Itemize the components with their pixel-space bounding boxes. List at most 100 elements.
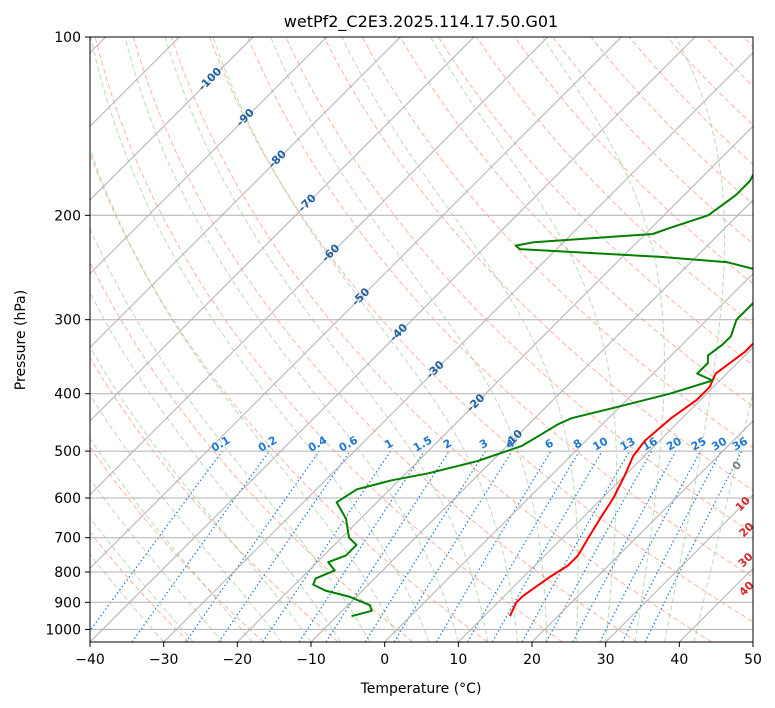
moist-adiabat	[164, 37, 489, 642]
x-tick-label: 50	[744, 652, 762, 668]
dewpoint-line	[312, 172, 753, 618]
moist-adiabat-label: 20	[737, 520, 757, 540]
moist-adiabat	[90, 227, 371, 642]
mixing-ratio-label: 6	[543, 436, 556, 451]
dry-adiabat	[132, 37, 638, 642]
dry-adiabat	[590, 37, 753, 205]
mixing-ratio-line	[393, 450, 513, 642]
mixing-ratio-line	[185, 450, 320, 642]
mixing-ratio-line	[644, 450, 743, 642]
mixing-ratio-line	[325, 450, 450, 642]
x-tick-label: −30	[149, 652, 179, 668]
mixing-ratio-line	[131, 450, 270, 642]
grid-lines	[90, 37, 753, 642]
mixing-ratio-line	[521, 450, 631, 642]
moist-adiabat	[90, 291, 341, 642]
x-tick-label: 10	[449, 652, 467, 668]
dry-adiabat	[209, 37, 753, 623]
mixing-ratio-line	[262, 450, 392, 642]
dry-adiabat	[90, 356, 339, 642]
isotherm-line	[90, 37, 475, 422]
moist-adiabat	[90, 37, 430, 642]
plot-frame	[89, 36, 754, 643]
dry-adiabat	[94, 37, 563, 642]
isotherm-line	[531, 420, 753, 642]
isotherm-line	[752, 641, 753, 642]
isotherm-line	[90, 37, 549, 496]
x-tick-label: −10	[296, 652, 326, 668]
mixing-ratio-line	[90, 450, 223, 632]
mixing-ratio-label: 2	[441, 437, 454, 452]
mixing-ratio-line	[545, 450, 653, 642]
moist-adiabat	[430, 37, 617, 642]
mixing-ratio-line	[572, 450, 677, 642]
isotherm-line	[163, 51, 753, 642]
y-tick-label: 700	[54, 531, 81, 547]
y-tick-label: 300	[54, 313, 81, 329]
moist-adiabat	[212, 37, 518, 642]
moist-adiabat	[90, 437, 253, 642]
y-tick-label: 900	[54, 595, 81, 611]
moist-adiabat	[542, 37, 665, 642]
isotherm-line	[310, 199, 753, 642]
dry-adiabat	[552, 37, 753, 245]
isotherm-line	[457, 346, 753, 642]
y-tick-label: 400	[54, 387, 81, 403]
mixing-ratio-line	[435, 450, 552, 642]
moist-adiabat	[341, 37, 579, 642]
chart-title: wetPf2_C2E3.2025.114.17.50.G01	[284, 12, 558, 32]
moist-adiabat	[90, 478, 223, 642]
dry-adiabat	[399, 37, 753, 407]
y-tick-label: 200	[54, 208, 81, 224]
x-tick-label: 20	[523, 652, 541, 668]
dry-adiabat	[361, 37, 753, 449]
mixing-ratio-line	[599, 450, 702, 642]
isotherm-line	[90, 37, 401, 349]
isotherm-line	[384, 272, 753, 642]
y-tick-label: 100	[54, 30, 81, 46]
dry-adiabat	[285, 37, 753, 535]
temperature-line	[508, 342, 753, 617]
dry-adiabat	[323, 37, 753, 491]
moist-adiabat	[693, 390, 753, 642]
dry-adiabat	[90, 152, 488, 642]
x-tick-label: −40	[75, 652, 105, 668]
y-tick-label: 800	[54, 565, 81, 581]
mixing-ratio-label: 3	[477, 437, 490, 452]
x-tick-label: 30	[597, 652, 615, 668]
dry-adiabat	[247, 37, 753, 578]
dry-adiabat	[666, 37, 753, 126]
mixing-ratio-line	[298, 450, 425, 642]
moist-adiabat	[124, 37, 459, 642]
background-lines	[90, 37, 753, 642]
moist-adiabat	[664, 37, 726, 642]
x-axis: −40 −30 −20 −10 0 10 20 30 40 50	[75, 642, 762, 668]
dry-adiabat	[90, 260, 414, 642]
moist-adiabat	[270, 37, 548, 642]
isotherm-label: -60	[319, 241, 342, 264]
x-tick-label: 40	[670, 652, 688, 668]
mixing-ratio-line	[621, 450, 722, 642]
isotherm-line	[236, 125, 753, 642]
x-axis-label: Temperature (°C)	[360, 681, 482, 697]
dry-adiabat	[90, 531, 190, 642]
isotherm-label: -30	[424, 358, 447, 381]
dry-adiabat	[90, 446, 264, 642]
mixing-ratio-label: 1	[382, 437, 395, 452]
dry-adiabat	[171, 37, 712, 642]
dry-adiabat	[704, 37, 753, 87]
isotherm-line	[605, 493, 753, 642]
isotherm-line	[90, 37, 696, 642]
profile-series	[312, 172, 753, 618]
x-tick-label: 0	[380, 652, 389, 668]
isotherm-line	[90, 37, 254, 201]
moist-adiabat	[90, 345, 312, 642]
dry-adiabat	[476, 37, 753, 325]
mixing-ratio-line	[466, 450, 580, 642]
moist-adiabat	[90, 394, 282, 642]
isotherm-line	[90, 37, 622, 570]
y-tick-label: 1000	[45, 622, 81, 638]
y-axis: 100 200 300 400 500 600 700 800 900 1000	[45, 30, 90, 638]
dry-adiabat	[437, 37, 753, 366]
